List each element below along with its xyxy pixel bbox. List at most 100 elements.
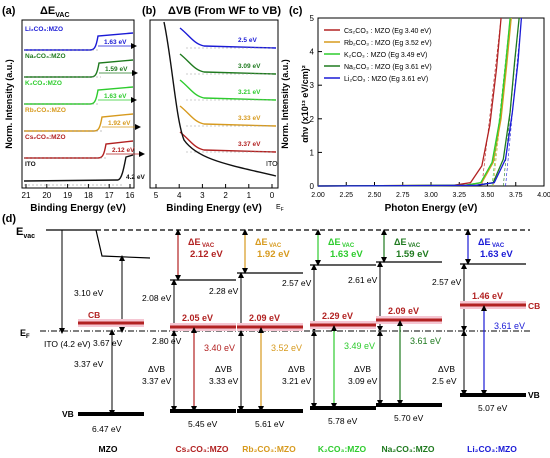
panel-a-curve-label: Rb₂CO₃:MZO: [25, 107, 66, 114]
col-dE-title: ΔE: [188, 237, 200, 247]
panel-b-curve: [179, 27, 277, 49]
col-cb-value: 1.46 eV: [472, 291, 503, 301]
mzo-cb-gap: 3.67 eV: [93, 338, 123, 348]
col-cb-value: 2.09 eV: [249, 313, 280, 323]
col-dvb-value: 3.21 eV: [282, 376, 312, 386]
panel-b-title: ΔVB (From WF to VB): [168, 5, 281, 17]
panel-d: (d) Evac EF ITO (4.2 eV) 3.10 eV CB 3.67 eV…: [2, 213, 540, 454]
col-dvb-label: ΔVB: [215, 364, 232, 374]
panel-a-xtick-label: 21: [22, 191, 31, 200]
panel-c-yticks: 0 1 2 3 4 5: [310, 14, 322, 191]
panel-a-curve-label: Na₂CO₃:MZO: [25, 53, 66, 60]
panel-b-curves: 2.5 eV 3.09 eV 3.21 eV 3.33 eV 3.37 eV: [163, 21, 277, 177]
panel-b-value: 3.09 eV: [238, 63, 261, 70]
panel-c-xtick-label: 2.00: [311, 192, 325, 199]
panel-c-xtick-label: 4.00: [537, 192, 550, 199]
col-cb-value: 2.09 eV: [388, 306, 419, 316]
panel-b-xtick-label: 0: [270, 191, 275, 200]
panel-c-xtick-label: 2.50: [368, 192, 382, 199]
mzo-dvb: 3.37 eV: [74, 359, 104, 369]
panel-b-xtick-label: 5: [154, 191, 159, 200]
vb-right-label: VB: [528, 390, 540, 400]
col-dE-title: ΔE: [255, 237, 267, 247]
col-name: Cs₂CO₃:MZO: [175, 444, 228, 454]
panel-c-tangent: [503, 17, 520, 187]
panel-c-ytick-label: 4: [310, 48, 315, 57]
col-dvb-value: 3.37 eV: [142, 376, 172, 386]
panel-b-ito-curve: [163, 21, 277, 177]
col-dE-value: 1.92 eV: [257, 249, 290, 260]
panel-a: (a) ΔEVAC Li₂CO₃:MZO 1.63 eV Na₂CO₃:MZO 1.5…: [2, 5, 145, 214]
ito-label: ITO (4.2 eV): [44, 339, 91, 349]
panel-a-xlabel: Binding Energy (eV): [30, 203, 126, 214]
panel-c-xtick-label: 3.50: [481, 192, 495, 199]
col-dE-value: 1.63 eV: [330, 249, 363, 260]
panel-b-xtick-label: 1: [247, 191, 252, 200]
col-dE-sub: VAC: [492, 243, 505, 249]
panel-a-frame: [21, 19, 135, 189]
panel-c-xtick-label: 3.75: [509, 192, 523, 199]
panel-b-value: 3.37 eV: [238, 141, 261, 148]
col-vb-value: 5.78 eV: [328, 416, 358, 426]
col-dvb-label: ΔVB: [354, 364, 371, 374]
panel-c-ytick-label: 5: [310, 14, 315, 23]
mzo-vb-value: 6.47 eV: [92, 424, 122, 434]
col-wf-value: 2.28 eV: [209, 286, 239, 296]
ef-label: EF: [20, 328, 30, 340]
col-cb-value: 2.05 eV: [182, 313, 213, 323]
col-dE-sub: VAC: [342, 243, 355, 249]
panel-a-value: 4.2 eV: [126, 174, 145, 181]
panel-b-xtick-label: 3: [200, 191, 205, 200]
panel-a-title: ΔEVAC: [40, 5, 70, 19]
col-vb-value: 5.70 eV: [394, 413, 424, 423]
panel-a-curve: [23, 154, 134, 182]
mzo-cb-label: CB: [88, 310, 100, 320]
col-gap-value: 3.40 eV: [204, 343, 235, 353]
panel-b-label: (b): [142, 5, 156, 17]
col-dE-sub: VAC: [269, 243, 282, 249]
col-dE-title: ΔE: [328, 237, 340, 247]
col-wf-value: 2.57 eV: [282, 278, 312, 288]
panel-c-legend-label: Na₂CO₃ : MZO (Eg 3.61 eV): [344, 64, 432, 71]
panel-a-ylabel: Norm. Intensity (a.u.): [4, 59, 14, 149]
panel-a-curve-label: K₂CO₃:MZO: [25, 80, 62, 87]
panel-b-curve: [179, 53, 277, 75]
panel-a-xtick-label: 18: [84, 191, 93, 200]
panel-b-ylabel: Norm. Intensity (a.u.): [280, 59, 290, 149]
mzo-vb-label: VB: [62, 409, 74, 419]
panel-c: (c) 0 1 2 3 4 5 2.00 2.25 2.50 2.75 3.00 3.25 3.50 3…: [289, 5, 550, 214]
panel-c-ytick-label: 0: [310, 182, 315, 191]
panel-c-label: (c): [289, 5, 303, 17]
band-diagram: ITO (4.2 eV) 3.10 eV CB 3.67 eV 3.37 eV VB 6.4…: [44, 229, 540, 454]
panel-b-value: 2.5 eV: [238, 37, 257, 44]
panel-a-xtick-label: 19: [63, 191, 72, 200]
col-vb-value: 5.07 eV: [478, 403, 508, 413]
col-dvb-value: 2.5 eV: [432, 376, 457, 386]
panel-b-value: 3.33 eV: [238, 115, 261, 122]
col-dE-sub: VAC: [408, 243, 421, 249]
col-dE-value: 1.59 eV: [396, 249, 429, 260]
panel-c-series-line: [317, 17, 523, 187]
panel-a-value: 2.12 eV: [112, 147, 135, 154]
panel-c-xlabel: Photon Energy (eV): [385, 203, 478, 214]
panel-a-value: 1.63 eV: [104, 39, 127, 46]
panel-b-xtick-label: 2: [223, 191, 228, 200]
col-name: K₂CO₃:MZO: [318, 444, 367, 454]
mzo-name: MZO: [99, 444, 118, 454]
panel-b-xtick-label: 4: [177, 191, 182, 200]
panel-c-xtick-label: 3.25: [452, 192, 466, 199]
panel-a-curve-label: Cs₂CO₃:MZO: [25, 134, 66, 141]
col-dvb-value: 3.09 eV: [348, 376, 378, 386]
panel-c-xtick-label: 2.75: [396, 192, 410, 199]
panel-b-xticks: 5 4 3 2 1 0: [154, 184, 275, 200]
mzo-cb-value-text: 2.80 eV: [152, 336, 182, 346]
panel-c-xticks: 2.00 2.25 2.50 2.75 3.00 3.25 3.50 3.75 4.00: [311, 182, 550, 199]
panel-a-curve: [24, 59, 134, 78]
col-name: Li₂CO₃:MZO: [467, 444, 517, 454]
panel-b-value: 3.21 eV: [238, 89, 261, 96]
col-dE-sub: VAC: [202, 243, 215, 249]
panel-a-label: (a): [2, 5, 16, 17]
panel-a-value: 1.59 eV: [105, 66, 128, 73]
col-name: Na₂CO₃:MZO: [381, 444, 434, 454]
